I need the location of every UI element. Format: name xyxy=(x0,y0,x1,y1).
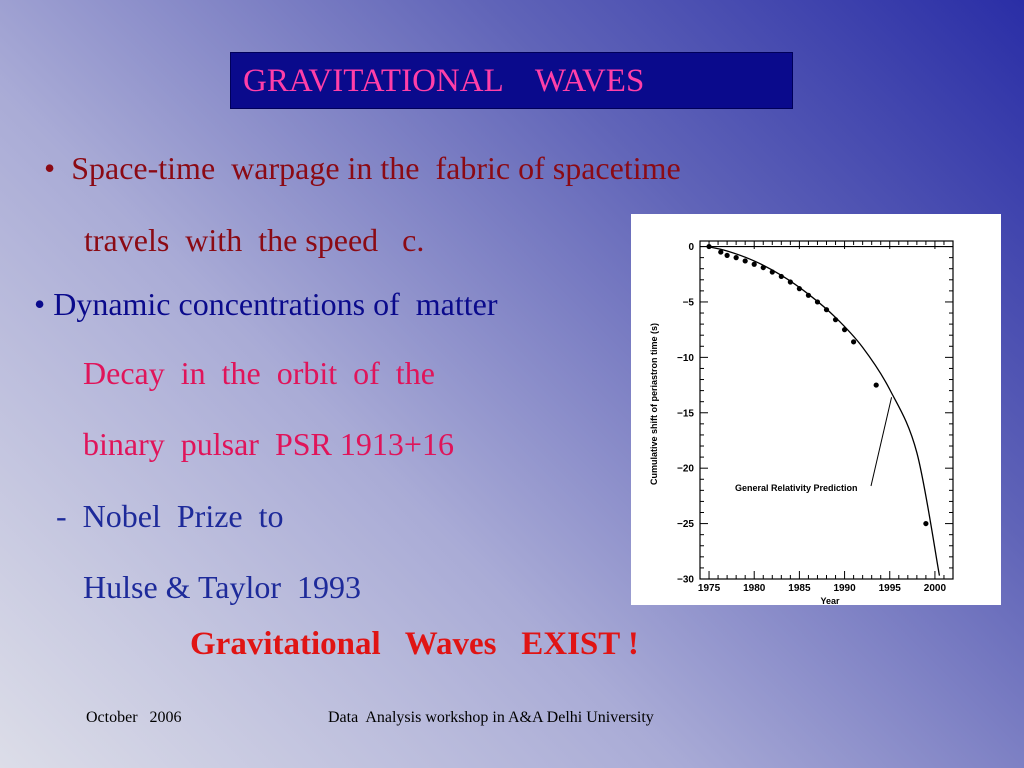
data-point xyxy=(769,269,775,275)
chart-ticks: 1975 1980 1985 1990 1995 2000 0 −5 −10 −15 −20 −25 −… xyxy=(677,241,954,594)
footer-date: October 2006 xyxy=(86,709,182,726)
data-point xyxy=(778,273,784,280)
data-point xyxy=(742,258,748,264)
bullet-2: • Dynamic concentrations of matter xyxy=(34,286,498,322)
data-point xyxy=(851,339,857,345)
plot-frame xyxy=(699,240,954,580)
data-point xyxy=(796,286,802,292)
bullet-1-line-2: travels with the speed c. xyxy=(84,222,425,258)
gr-prediction-annotation: General Relativity Prediction xyxy=(735,483,858,493)
decay-line-2: binary pulsar PSR 1913+16 xyxy=(83,426,454,462)
x-tick-label: 1980 xyxy=(743,583,766,594)
gr-prediction-curve xyxy=(707,245,941,576)
y-tick-label: −15 xyxy=(677,408,694,419)
data-point xyxy=(805,292,812,298)
data-point xyxy=(787,279,793,285)
title-box: GRAVITATIONAL WAVES xyxy=(230,52,793,109)
chart-svg: 1975 1980 1985 1990 1995 2000 0 −5 −10 −15 −20 −25 −… xyxy=(649,240,954,606)
data-point xyxy=(718,249,724,255)
bullet-1-line-1: • Space-time warpage in the fabric of sp… xyxy=(44,150,681,186)
chart-points xyxy=(706,243,929,527)
x-axis-label: Year xyxy=(820,596,840,605)
x-tick-label: 1975 xyxy=(698,583,721,594)
slide-title: GRAVITATIONAL WAVES xyxy=(243,63,645,99)
y-tick-label: −20 xyxy=(677,464,694,475)
decay-line-1: Decay in the orbit of the xyxy=(83,355,435,391)
data-point xyxy=(841,327,848,333)
data-point xyxy=(760,264,766,271)
chart-axes xyxy=(699,240,954,580)
periastron-chart: 1975 1980 1985 1990 1995 2000 0 −5 −10 −15 −20 −25 −… xyxy=(631,214,1001,606)
data-point xyxy=(724,252,730,259)
x-tick-label: 1985 xyxy=(788,583,811,594)
x-tick-label: 2000 xyxy=(924,583,947,594)
x-tick-label: 1995 xyxy=(879,583,902,594)
data-point xyxy=(751,261,757,267)
y-tick-label: −25 xyxy=(677,519,694,530)
nobel-line-2: Hulse & Taylor 1993 xyxy=(83,569,362,605)
data-point xyxy=(832,317,839,323)
y-axis-label: Cumulative shift of periastron time (s) xyxy=(649,323,659,485)
y-tick-label: −10 xyxy=(677,353,694,364)
y-tick-label: −30 xyxy=(677,575,694,586)
data-point xyxy=(706,243,712,250)
data-point xyxy=(823,307,830,313)
data-point xyxy=(814,299,821,305)
y-tick-label: −5 xyxy=(683,297,695,308)
annotation-pointer-line xyxy=(870,397,893,487)
y-tick-label: 0 xyxy=(688,242,694,253)
nobel-line-1: - Nobel Prize to xyxy=(56,498,284,534)
x-tick-label: 1990 xyxy=(833,583,856,594)
data-point xyxy=(733,255,739,261)
conclusion: Gravitational Waves EXIST ! xyxy=(190,626,639,662)
footer-event: Data Analysis workshop in A&A Delhi Univ… xyxy=(328,709,654,726)
data-point xyxy=(923,520,929,527)
data-point xyxy=(873,382,879,388)
